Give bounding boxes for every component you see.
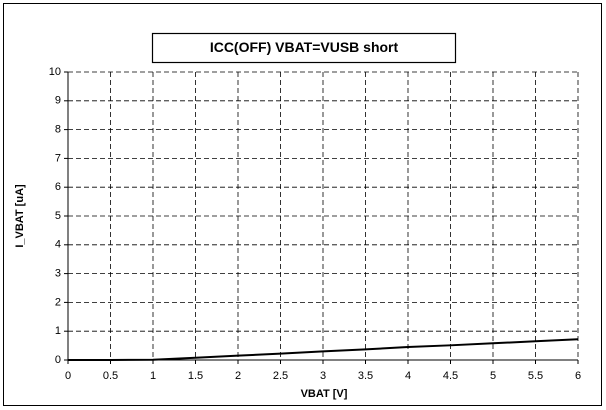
x-tick-label: 4 [405,370,411,382]
chart-frame [3,3,602,406]
y-tick-label: 7 [55,152,61,164]
y-tick-label: 4 [55,239,61,251]
x-tick-label: 0.5 [103,370,118,382]
x-tick-label: 1 [150,370,156,382]
x-tick-label: 2 [235,370,241,382]
x-tick-label: 4.5 [443,370,458,382]
x-tick-label: 5 [490,370,496,382]
chart-title: ICC(OFF) VBAT=VUSB short [210,39,399,55]
y-tick-label: 8 [55,124,61,136]
y-tick-label: 0 [55,354,61,366]
x-axis-label: VBAT [V] [301,388,348,400]
y-axis-label: I_VBAT [uA] [14,184,26,248]
y-tick-label: 3 [55,268,61,280]
y-tick-label: 10 [49,66,61,78]
x-tick-label: 5.5 [528,370,543,382]
x-tick-label: 6 [575,370,581,382]
y-tick-label: 9 [55,95,61,107]
x-tick-label: 3 [320,370,326,382]
y-tick-label: 2 [55,296,61,308]
data-line [68,338,579,361]
x-tick-label: 1.5 [188,370,203,382]
y-tick-label: 5 [55,210,61,222]
x-tick-label: 0 [65,370,71,382]
x-tick-label: 3.5 [358,370,373,382]
title-box [151,32,457,64]
y-tick-label: 6 [55,181,61,193]
x-tick-label: 2.5 [273,370,288,382]
y-tick-label: 1 [55,325,61,337]
